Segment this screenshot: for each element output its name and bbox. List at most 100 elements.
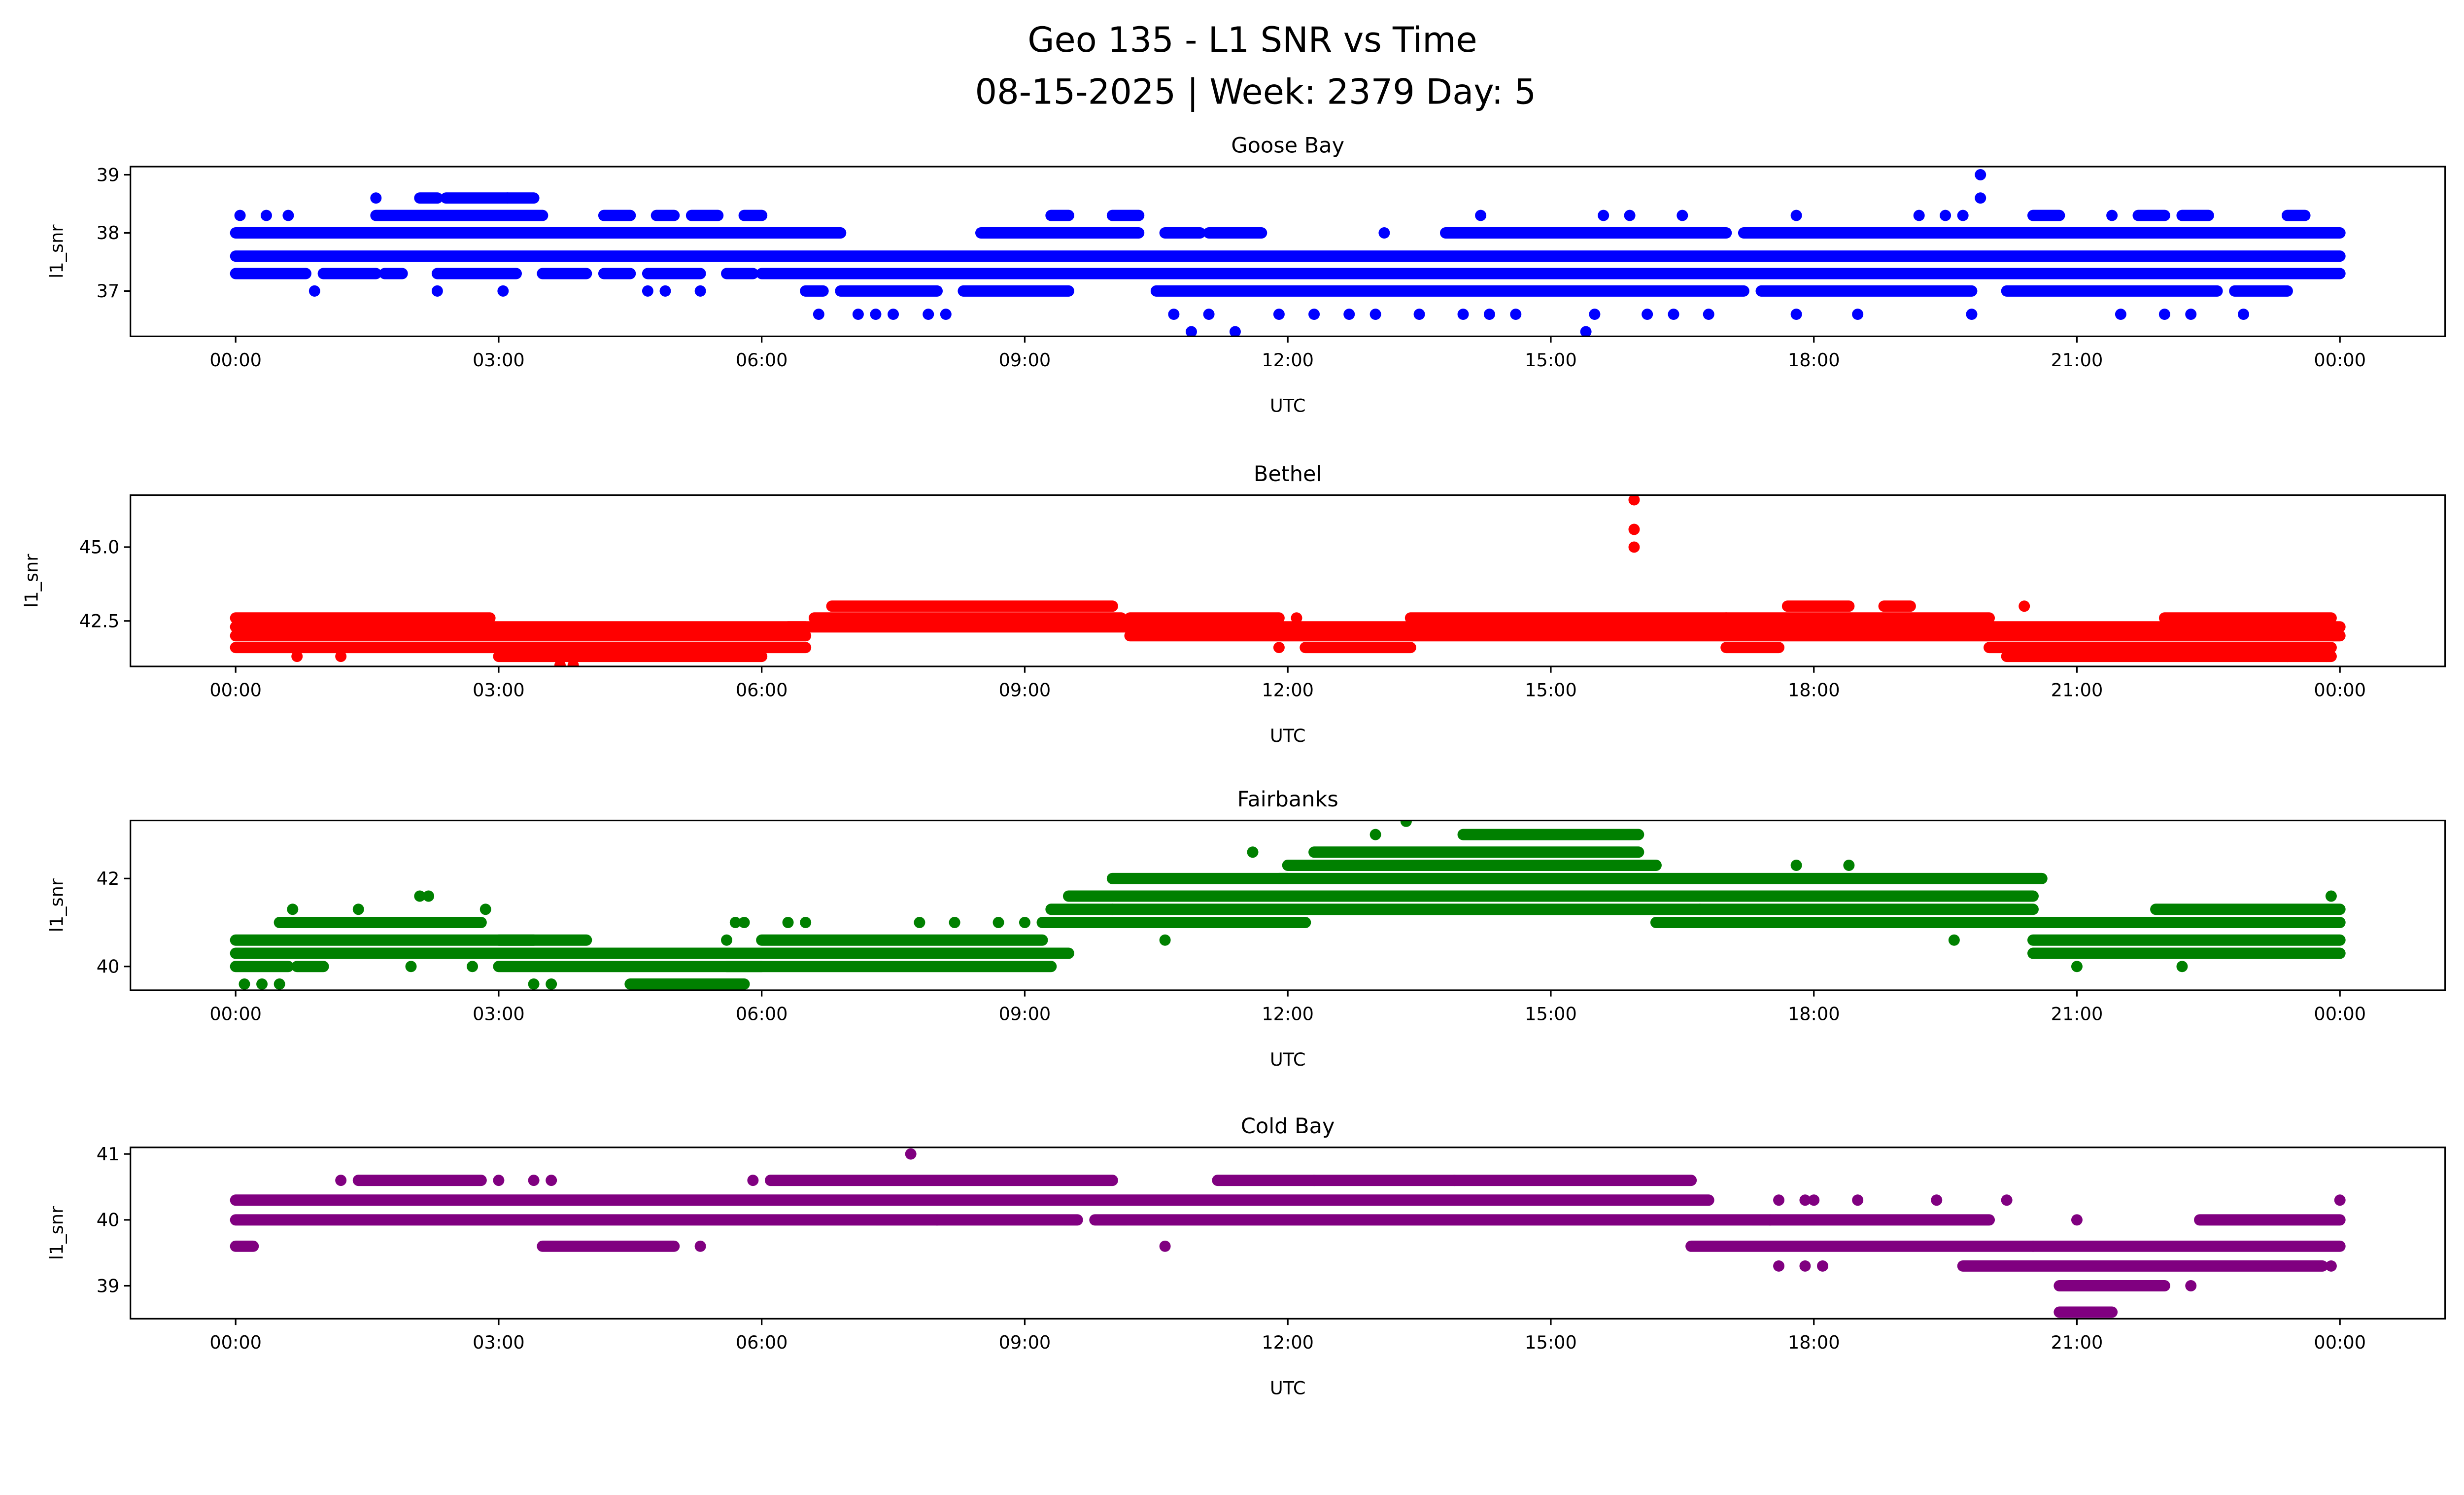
scatter-point (1931, 1194, 1943, 1206)
scatter-point-run (756, 268, 2346, 279)
scatter-point (414, 890, 426, 902)
scatter-point (1413, 309, 1425, 320)
scatter-point-run (230, 1214, 943, 1226)
scatter-point-run (493, 651, 768, 662)
y-tick-label: 42.5 (79, 611, 120, 632)
scatter-point-run (1150, 285, 1749, 297)
scatter-point (2071, 961, 2083, 973)
scatter-point-run (230, 961, 294, 973)
scatter-point-run (2027, 934, 2346, 946)
scatter-point (1799, 1194, 1811, 1206)
scatter-point-run (2229, 285, 2293, 297)
scatter-point-run (370, 209, 548, 221)
x-tick-label: 00:00 (2314, 1004, 2366, 1025)
scatter-point (1247, 846, 1259, 858)
subplot-title: Fairbanks (1237, 787, 1338, 812)
scatter-point (1475, 209, 1487, 221)
scatter-point (467, 961, 479, 973)
scatter-point (1948, 934, 1960, 946)
scatter-point-run (1203, 227, 1267, 239)
scatter-point (1545, 890, 1557, 902)
scatter-point (813, 309, 824, 320)
scatter-point (1598, 209, 1609, 221)
scatter-point-run (2027, 1240, 2346, 1252)
scatter-point (738, 917, 750, 929)
scatter-point-run (642, 268, 706, 279)
subplot-title: Cold Bay (1241, 1114, 1335, 1139)
y-tick-label: 45.0 (79, 537, 120, 558)
scatter-point-run (2027, 947, 2346, 959)
scatter-point (1343, 890, 1355, 902)
scatter-point-run (1764, 1214, 1995, 1226)
scatter-point-run (650, 209, 680, 221)
scatter-point-run (624, 978, 750, 990)
scatter-point (546, 1175, 557, 1186)
scatter-point (852, 309, 864, 320)
scatter-point-run (414, 192, 443, 204)
scatter-point (2176, 961, 2188, 973)
scatter-point-run (975, 227, 1145, 239)
scatter-point (2185, 309, 2197, 320)
scatter-point (1343, 309, 1355, 320)
scatter-point-run (317, 268, 382, 279)
scatter-point (405, 961, 417, 973)
scatter-point-run (808, 612, 1127, 624)
scatter-point-run (721, 268, 759, 279)
y-axis-label: l1_snr (21, 554, 42, 608)
scatter-point (888, 309, 899, 320)
scatter-point-run (230, 621, 812, 633)
scatter-point (1378, 227, 1390, 239)
x-tick-label: 12:00 (1262, 680, 1314, 701)
x-tick-label: 03:00 (473, 349, 525, 371)
scatter-point-run (2132, 209, 2170, 221)
scatter-point (260, 209, 272, 221)
scatter-point (1790, 860, 1802, 871)
scatter-point-run (1755, 285, 1978, 297)
scatter-point-run (2053, 1280, 2170, 1292)
scatter-point-run (1685, 1240, 2039, 1252)
scatter-point (2321, 651, 2333, 662)
x-axis-label: UTC (1270, 725, 1306, 746)
scatter-point (1677, 209, 1688, 221)
scatter-point (274, 978, 285, 990)
x-tick-label: 18:00 (1788, 1004, 1840, 1025)
scatter-point (1817, 1260, 1828, 1272)
x-tick-label: 15:00 (1525, 1004, 1577, 1025)
scatter-point (1966, 309, 1978, 320)
x-tick-label: 06:00 (736, 349, 788, 371)
scatter-point (1483, 309, 1495, 320)
scatter-point (567, 660, 579, 667)
scatter-point (2071, 1214, 2083, 1226)
scatter-point (1628, 495, 1640, 506)
subplot-goose-bay: Goose Bay 37 38 39 00:00 03:00 06:00 09:00 12:00… (46, 133, 2446, 416)
x-tick-label: 21:00 (2051, 1332, 2103, 1353)
x-tick-label: 06:00 (736, 680, 788, 701)
x-tick-label: 03:00 (473, 680, 525, 701)
scatter-point-run (782, 621, 1136, 633)
scatter-point (1975, 192, 1986, 204)
scatter-point (1369, 829, 1381, 840)
scatter-point (1168, 309, 1180, 320)
scatter-point-run (230, 934, 540, 946)
scatter-point (528, 1175, 540, 1186)
scatter-point-run (1106, 890, 2039, 902)
scatter-point (493, 1175, 505, 1186)
x-tick-label: 06:00 (736, 1004, 788, 1025)
scatter-point-run (1106, 917, 1311, 929)
scatter-point (1628, 541, 1640, 553)
scatter-point-run (537, 1240, 680, 1252)
scatter-point-run (598, 209, 636, 221)
scatter-point-run (493, 947, 750, 959)
scatter-point (546, 978, 557, 990)
scatter-point-run (274, 917, 487, 929)
x-tick-label: 12:00 (1262, 1332, 1314, 1353)
scatter-point (1852, 309, 1864, 320)
scatter-point (423, 890, 435, 902)
subplot-title: Goose Bay (1231, 133, 1344, 158)
x-tick-label: 00:00 (2314, 680, 2366, 701)
scatter-point-run (826, 600, 1118, 612)
scatter-point (1694, 904, 1706, 915)
scatter-point-run (291, 961, 329, 973)
scatter-point (949, 917, 960, 929)
scatter-point (659, 285, 671, 297)
